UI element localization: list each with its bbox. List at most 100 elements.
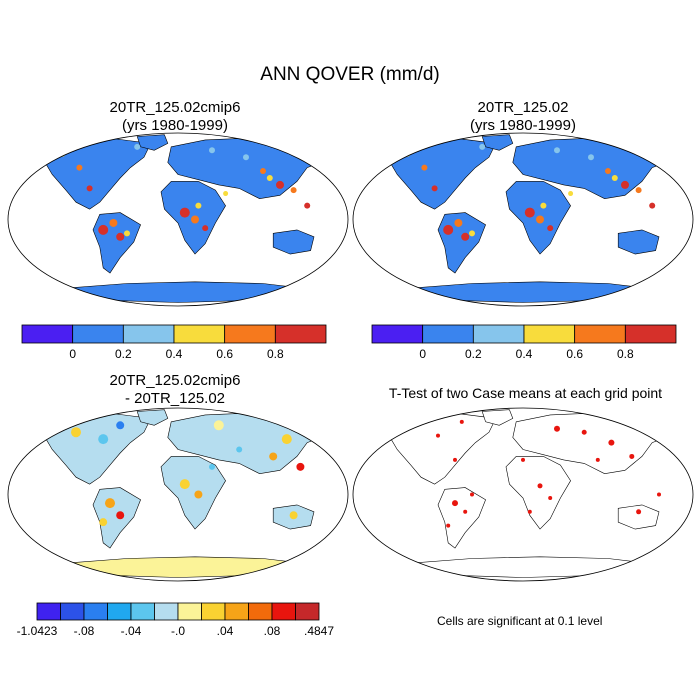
colorbar-diff-swatch: [60, 602, 85, 621]
colorbar-case1-tick-label: 0: [69, 347, 76, 361]
colorbar-diff-swatch: [201, 602, 226, 621]
colorbar-case1-swatch: [224, 324, 276, 344]
panel-diff-title-line2: - 20TR_125.02: [124, 390, 226, 407]
map-case1-field-patch: [179, 207, 190, 218]
colorbar-case2-tick-label: 0.8: [616, 347, 634, 361]
map-ttest-field-patch: [657, 492, 661, 497]
colorbar-diff-swatch: [83, 602, 108, 621]
map-case2-globe-outline: [352, 132, 694, 307]
map-case2-field-patch: [479, 143, 486, 150]
colorbar-case1-swatch: [173, 324, 226, 344]
map-case2: [352, 132, 694, 307]
map-ttest-field-patch: [521, 457, 525, 462]
map-diff-field-patch: [99, 518, 108, 527]
map-case1-field-patch: [209, 147, 215, 154]
map-diff-land-gl: [136, 409, 169, 426]
map-diff-field-patch: [98, 434, 109, 445]
map-ttest-field-patch: [636, 509, 642, 515]
colorbar-diff-tick-label: -.04: [120, 624, 142, 638]
map-case1-field-patch: [86, 185, 93, 192]
map-diff-field-patch: [213, 420, 224, 431]
map-diff-field-patch: [269, 452, 278, 461]
map-ttest-land-gl: [481, 409, 514, 426]
colorbar-case1-swatch: [274, 324, 327, 344]
map-diff-field-patch: [236, 446, 243, 453]
map-case2-field-patch: [635, 187, 642, 194]
map-diff-field-patch: [116, 511, 125, 520]
map-case1-field-patch: [243, 154, 249, 161]
colorbar-diff-swatch: [154, 602, 179, 621]
map-diff-field-patch: [194, 490, 203, 499]
map-case2-field-patch: [568, 191, 574, 197]
colorbar-case2-swatch: [624, 324, 677, 344]
colorbar-diff-swatch: [271, 602, 296, 621]
colorbar-case2-swatch: [422, 324, 474, 344]
map-diff-field-patch: [179, 479, 190, 490]
colorbar-diff-swatch: [107, 602, 132, 621]
map-case2-land-au: [617, 229, 660, 255]
colorbar-diff-tick-label: .04: [216, 624, 234, 638]
map-ttest-field-patch: [452, 500, 458, 507]
map-diff: [7, 407, 349, 582]
map-case1-field-patch: [223, 191, 229, 197]
map-case2-field-patch: [536, 215, 544, 224]
colorbar-case1-swatch: [122, 324, 175, 344]
map-case1-field-patch: [109, 218, 118, 227]
map-case2-field-patch: [421, 164, 428, 171]
panel-case2-title-line1: 20TR_125.02: [477, 99, 569, 116]
colorbar-case1-swatch: [72, 324, 124, 344]
panel-case2-title: 20TR_125.02 (yrs 1980-1999): [353, 99, 693, 135]
colorbar-case2-tick-label: 0: [419, 347, 426, 361]
colorbar-case2-swatch: [371, 324, 424, 344]
map-ttest-field-patch: [581, 429, 587, 435]
map-ttest-field-patch: [459, 419, 464, 424]
colorbar-diff-tick-label: .4847: [303, 624, 335, 638]
map-ttest-globe-outline: [352, 407, 694, 582]
colorbar-diff-tick-label: -.0: [170, 624, 185, 638]
panel-case1-title: 20TR_125.02cmip6 (yrs 1980-1999): [5, 99, 345, 135]
colorbar-case2-tick-label: 0.2: [464, 347, 482, 361]
map-diff-field-patch: [187, 504, 196, 513]
colorbar-diff-tick-label: -.08: [73, 624, 95, 638]
map-case1-field-patch: [266, 174, 273, 181]
colorbar-case2-swatch: [523, 324, 576, 344]
colorbar-case1-tick-label: 0.8: [266, 347, 284, 361]
panel-diff-title-line1: 20TR_125.02cmip6: [109, 372, 241, 389]
map-case1-field-patch: [76, 164, 83, 171]
colorbar-diff-swatch: [177, 602, 202, 621]
map-ttest-field-patch: [595, 457, 600, 462]
map-ttest-land-sa: [437, 487, 486, 549]
map-ttest-land-af: [505, 456, 571, 530]
colorbar-case2-tick-label: 0.6: [566, 347, 583, 361]
map-case1-field-patch: [202, 225, 209, 232]
map-case2-field-patch: [547, 225, 554, 232]
map-case1-land-gl: [136, 134, 169, 151]
map-case2-field-patch: [611, 174, 618, 181]
map-case1-field-patch: [195, 202, 202, 209]
colorbar-diff-swatch: [295, 602, 320, 621]
colorbar-diff-swatch: [248, 602, 273, 621]
map-diff-land-sa: [92, 487, 141, 549]
map-case2-field-patch: [588, 154, 594, 161]
map-ttest-field-patch: [436, 433, 440, 438]
map-case1-land-au: [272, 229, 315, 255]
map-diff-field-patch: [127, 494, 134, 501]
map-case2-field-patch: [649, 202, 656, 209]
map-ttest-land-au: [617, 504, 660, 530]
colorbar-diff-swatch: [36, 602, 61, 621]
map-case2-field-patch: [524, 207, 535, 218]
colorbar-case2-swatch: [472, 324, 525, 344]
map-ttest: [352, 407, 694, 582]
colorbar-diff-tick-label: -1.0423: [16, 624, 58, 638]
map-diff-field-patch: [247, 423, 258, 434]
map-diff-field-patch: [310, 421, 318, 430]
map-case1-field-patch: [290, 187, 297, 194]
map-ttest-field-patch: [453, 457, 457, 462]
colorbar-diff-swatch: [130, 602, 155, 621]
map-case2-field-patch: [469, 230, 475, 237]
map-ttest-field-patch: [629, 453, 635, 459]
map-case2-field-patch: [443, 224, 454, 235]
map-diff-field-patch: [105, 498, 115, 509]
panel-case1-title-line1: 20TR_125.02cmip6: [109, 99, 241, 116]
